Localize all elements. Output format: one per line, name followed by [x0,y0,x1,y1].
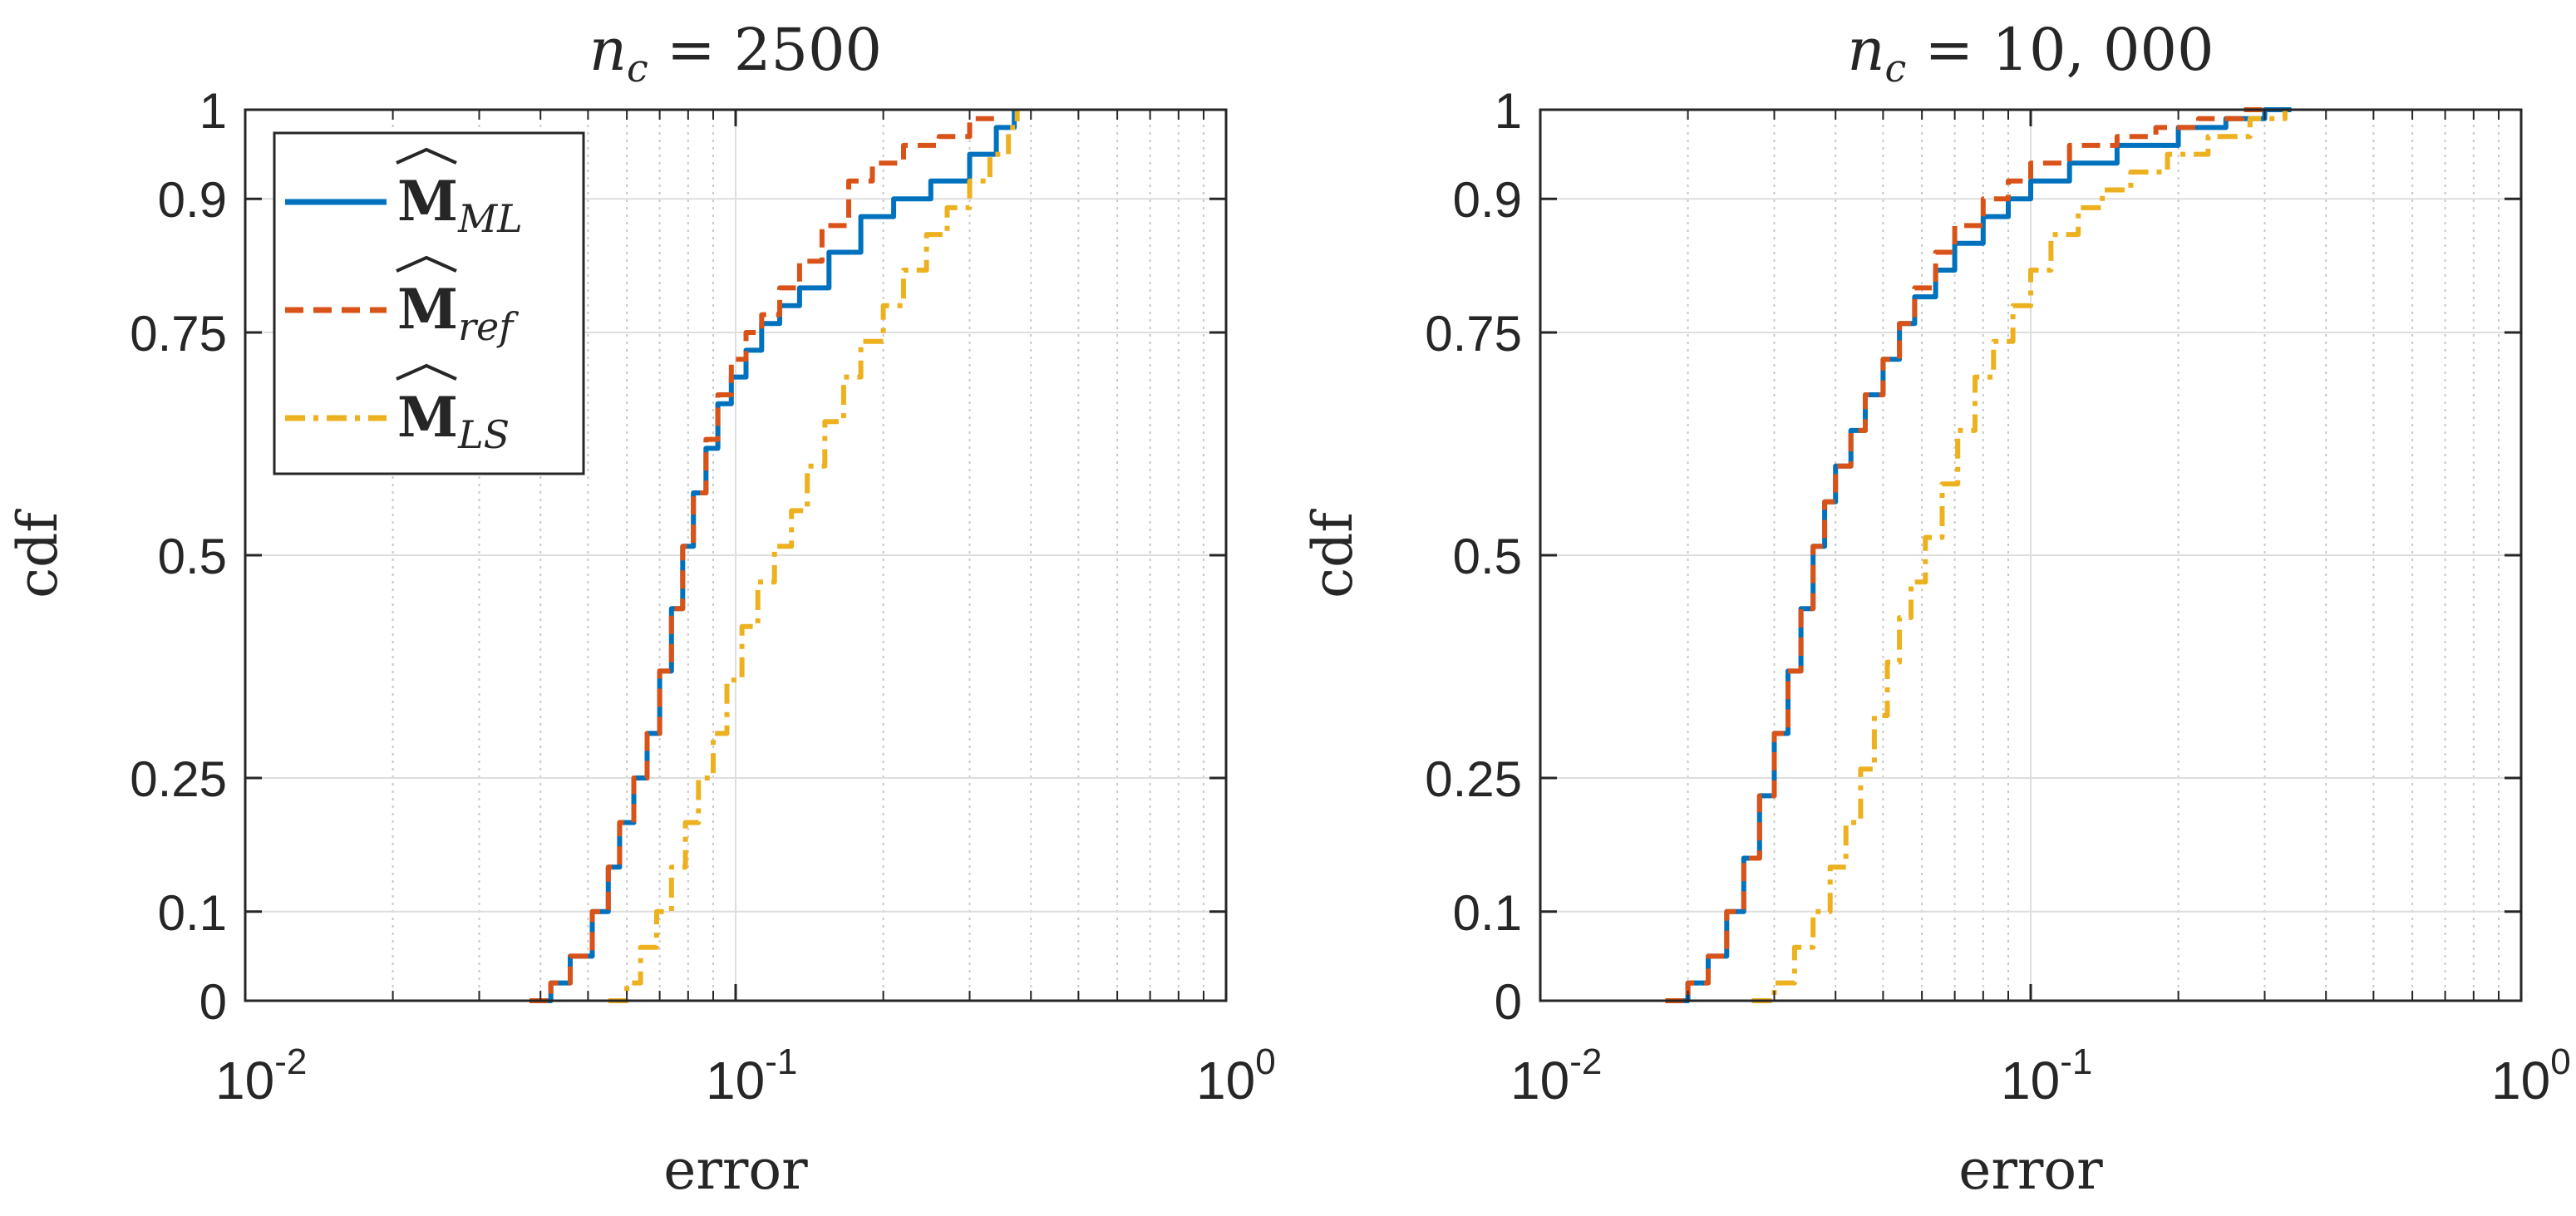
y-tick-label: 0.9 [158,172,227,228]
series-line-m-ml [529,110,1017,1003]
series-lines [1665,107,2292,1003]
x-tick-label: 10-1 [706,1041,797,1110]
x-tick-labels: 10-2 10-1 100 [215,1041,1276,1110]
legend-label-ml: MML [397,169,523,241]
legend-entry-ls: MLS [285,363,510,457]
tick-marks [244,108,1228,1002]
legend-box [273,131,585,475]
y-tick-label: 0.5 [1453,529,1522,584]
y-tick-label: 1 [199,83,227,139]
legend-entry-ml: MML [285,147,523,241]
y-tick-label: 0.75 [130,306,227,362]
y-tick-label: 0.1 [158,885,227,941]
x-tick-label: 10-2 [215,1041,307,1110]
x-axis-label: error [1958,1138,2103,1202]
legend-label-ref: Mref [397,277,519,349]
y-tick-label: 0.5 [158,529,227,584]
hat-icon [396,363,457,381]
y-tick-label: 0.25 [1425,751,1522,807]
x-axis-label: error [663,1138,808,1202]
series-line-m-ref [1665,107,2265,1003]
y-axis-label: cdf [1301,509,1365,598]
chart-title: nc = 2500 [589,16,882,91]
y-tick-label: 1 [1495,83,1522,139]
y-tick-label: 0.25 [130,751,227,807]
x-tick-label: 100 [1196,1041,1276,1110]
hat-icon [396,147,457,165]
x-tick-label: 100 [2491,1041,2571,1110]
chart-panel-nc-2500: 0 0.1 0.25 0.5 0.75 0.9 1 10-2 10-1 100 nc = 250… [6,16,1276,1202]
y-tick-labels: 0 0.1 0.25 0.5 0.75 0.9 1 [1425,83,1522,1030]
x-tick-labels: 10-2 10-1 100 [1510,1041,2571,1110]
x-tick-label: 10-1 [2001,1041,2092,1110]
y-tick-label: 0.75 [1425,306,1522,362]
legend: MML Mref MLS [273,131,585,475]
y-tick-label: 0.9 [1453,172,1522,228]
legend-entry-ref: Mref [285,255,519,349]
chart-title: nc = 10, 000 [1847,16,2214,91]
series-lines [529,110,1020,1003]
series-line-m-ls [608,110,1020,1003]
series-line-m-ref [529,110,999,1003]
y-axis-label: cdf [6,509,70,598]
legend-label-ls: MLS [397,385,510,457]
y-tick-label: 0.1 [1453,885,1522,941]
tick-marks [1539,108,2523,1002]
y-tick-labels: 0 0.1 0.25 0.5 0.75 0.9 1 [130,83,227,1030]
chart-panel-nc-10000: 0 0.1 0.25 0.5 0.75 0.9 1 10-2 10-1 100 nc = 10,… [1301,16,2571,1202]
series-line-m-ls [1751,110,2288,1003]
y-tick-label: 0 [199,974,227,1030]
y-tick-label: 0 [1495,974,1522,1030]
hat-icon [396,255,457,273]
x-tick-label: 10-2 [1510,1041,1602,1110]
